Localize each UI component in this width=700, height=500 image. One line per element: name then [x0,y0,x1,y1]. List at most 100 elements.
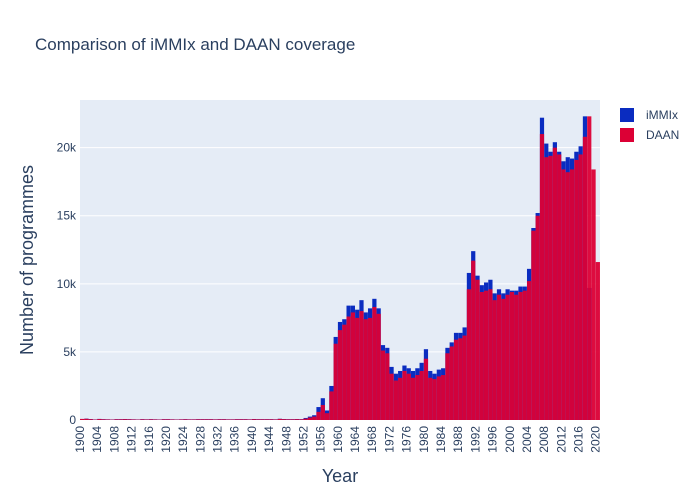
bar-daan-1987[interactable] [453,339,459,420]
bar-daan-1996[interactable] [492,300,497,420]
bar-daan-2009[interactable] [548,155,553,421]
bar-daan-1917[interactable] [153,419,158,420]
bar-daan-1953[interactable] [307,417,313,420]
bar-daan-1955[interactable] [316,411,321,420]
bar-daan-1954[interactable] [312,416,317,420]
bar-daan-2013[interactable] [565,172,570,420]
bar-daan-1951[interactable] [299,419,304,420]
bar-daan-2014[interactable] [569,169,575,420]
bar-daan-1985[interactable] [445,353,450,420]
bar-daan-1981[interactable] [428,377,433,420]
bar-daan-1931[interactable] [213,419,218,420]
bar-daan-1941[interactable] [256,419,261,420]
bar-daan-2007[interactable] [539,134,545,421]
bar-daan-1910[interactable] [123,419,128,420]
bar-daan-1971[interactable] [385,353,390,420]
bar-daan-1949[interactable] [290,419,295,420]
bar-daan-1902[interactable] [88,419,93,420]
bar-daan-1976[interactable] [406,373,411,420]
bar-daan-1980[interactable] [423,358,429,420]
bar-daan-1929[interactable] [204,419,209,420]
bar-daan-1924[interactable] [183,419,188,420]
bar-daan-1972[interactable] [389,373,394,420]
bar-daan-1969[interactable] [376,313,381,420]
bar-daan-1940[interactable] [251,419,257,420]
bar-daan-1937[interactable] [239,419,244,420]
bar-daan-2019[interactable] [591,169,596,420]
bar-daan-1993[interactable] [479,292,484,420]
bar-daan-1998[interactable] [501,298,506,420]
bar-daan-1915[interactable] [144,419,149,420]
bar-daan-1934[interactable] [226,419,231,420]
bar-daan-1966[interactable] [363,319,368,420]
bar-daan-1982[interactable] [432,379,437,420]
bar-daan-1984[interactable] [441,375,446,420]
bar-daan-1943[interactable] [264,419,270,420]
bar-daan-1950[interactable] [294,419,300,420]
bar-daan-1901[interactable] [84,418,89,420]
bar-daan-1960[interactable] [337,330,343,420]
bar-daan-1900[interactable] [80,418,85,420]
bar-daan-1936[interactable] [234,419,239,420]
bar-daan-1923[interactable] [178,419,184,420]
bar-daan-1956[interactable] [320,405,325,420]
bar-daan-1916[interactable] [148,419,154,420]
bar-daan-1909[interactable] [118,419,123,420]
bar-daan-1919[interactable] [161,419,166,420]
bar-daan-1920[interactable] [165,419,171,420]
bar-daan-1935[interactable] [230,419,235,420]
bar-daan-1957[interactable] [325,413,330,420]
bar-daan-1946[interactable] [277,418,282,420]
bar-daan-1975[interactable] [402,370,407,420]
bar-daan-2016[interactable] [578,154,583,420]
bar-daan-1988[interactable] [458,338,463,420]
bar-daan-1991[interactable] [471,260,476,420]
bar-daan-2010[interactable] [552,147,557,420]
bar-daan-2002[interactable] [518,292,523,420]
bar-daan-2003[interactable] [522,290,527,420]
bar-daan-1942[interactable] [260,419,265,420]
bar-daan-1938[interactable] [243,419,248,420]
bar-daan-1921[interactable] [170,419,175,420]
bar-daan-1912[interactable] [131,419,136,420]
bar-daan-1914[interactable] [140,419,145,420]
bar-daan-1906[interactable] [105,419,111,420]
bar-daan-1992[interactable] [475,279,480,420]
bar-daan-1933[interactable] [221,419,227,420]
bar-daan-1963[interactable] [350,312,355,420]
bar-daan-1928[interactable] [200,419,205,420]
bar-daan-1930[interactable] [208,419,214,420]
bar-daan-1958[interactable] [329,391,334,420]
bar-daan-1986[interactable] [449,346,454,420]
bar-daan-1961[interactable] [342,324,347,420]
bar-daan-1932[interactable] [217,419,222,420]
bar-daan-1964[interactable] [355,317,360,420]
bar-daan-1965[interactable] [359,311,364,420]
bar-daan-2005[interactable] [531,230,536,420]
bar-daan-1997[interactable] [496,294,502,420]
bar-daan-2001[interactable] [514,294,519,420]
bar-daan-2012[interactable] [561,169,566,420]
bar-daan-1945[interactable] [273,419,278,420]
bar-daan-2011[interactable] [557,154,562,420]
bar-daan-1973[interactable] [393,380,398,420]
bar-daan-1926[interactable] [191,419,196,420]
bar-daan-1911[interactable] [127,419,132,420]
bar-daan-1962[interactable] [346,316,351,420]
legend[interactable]: iMMIx DAAN [620,108,679,142]
bar-daan-1999[interactable] [505,294,510,420]
bar-daan-1970[interactable] [380,350,386,420]
bar-daan-1952[interactable] [303,418,308,420]
bar-daan-1948[interactable] [286,419,291,420]
bar-daan-1978[interactable] [415,375,420,420]
bar-daan-1977[interactable] [410,377,416,420]
bar-daan-1947[interactable] [282,419,287,420]
bar-daan-1990[interactable] [466,289,472,420]
bar-daan-2008[interactable] [544,157,549,421]
legend-swatch-daan[interactable] [620,128,634,142]
bar-daan-2015[interactable] [574,159,579,420]
legend-label-immix[interactable]: iMMIx [646,108,678,122]
bar-daan-1905[interactable] [101,419,106,420]
bar-daan-1959[interactable] [333,343,338,420]
bar-daan-1989[interactable] [462,335,467,420]
